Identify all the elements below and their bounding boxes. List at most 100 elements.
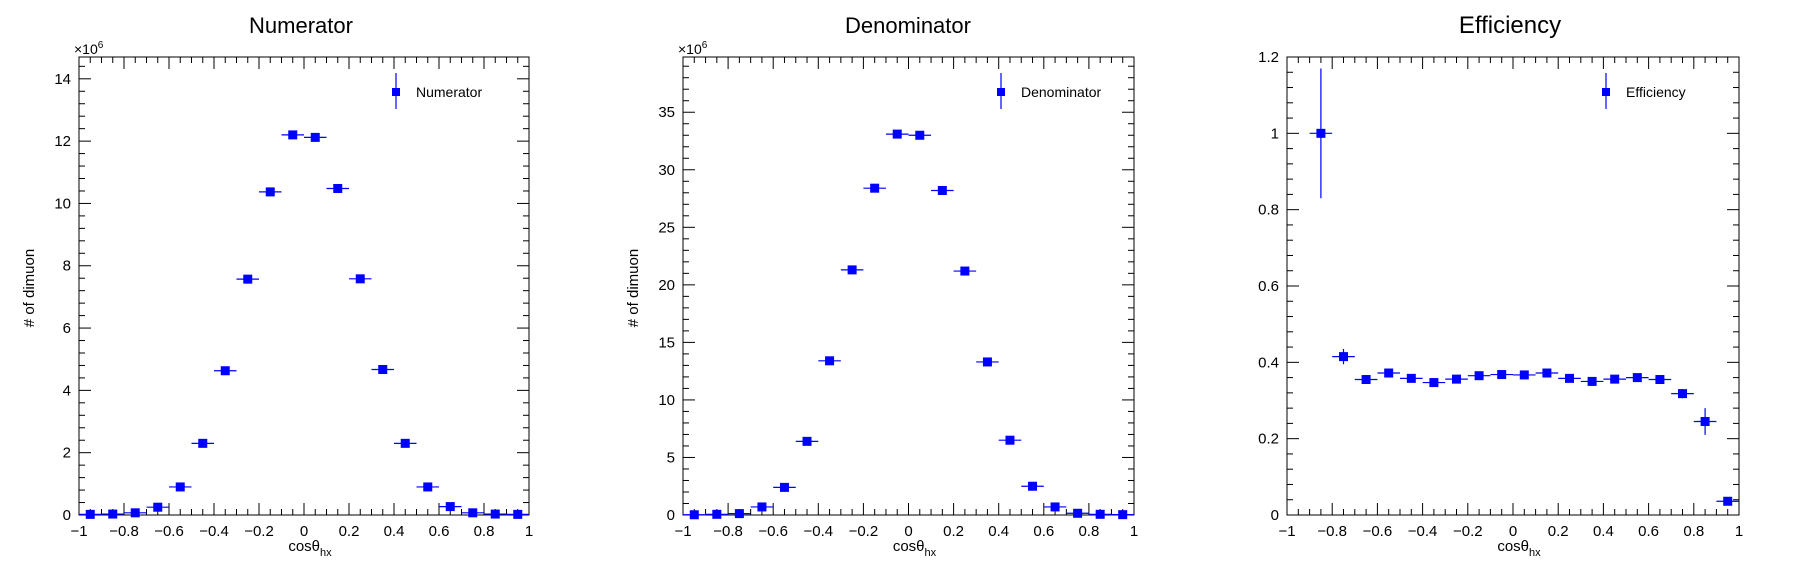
data-point — [1535, 368, 1559, 378]
data-marker — [1384, 368, 1394, 378]
data-point — [1716, 496, 1739, 506]
x-tick-label: 1 — [1735, 523, 1743, 540]
y-tick-label: 4 — [63, 382, 71, 399]
y-tick-label: 10 — [658, 392, 675, 409]
data-point — [818, 356, 841, 366]
data-point — [1422, 378, 1446, 388]
x-tick-label: 0.8 — [474, 523, 495, 540]
x-tick-label: 0.2 — [943, 523, 964, 540]
x-axis-label: cosθhx — [288, 538, 332, 559]
y-tick-label: 5 — [667, 449, 675, 466]
data-marker — [1050, 502, 1060, 512]
data-point — [416, 482, 439, 492]
data-point — [371, 364, 394, 374]
data-point — [1467, 371, 1491, 381]
y-tick-label: 14 — [54, 71, 71, 88]
data-point — [1043, 502, 1067, 512]
x-tick-label: 0 — [300, 523, 308, 540]
data-point — [683, 510, 706, 520]
data-point — [908, 130, 932, 140]
x-tick-label: 1 — [525, 523, 533, 540]
data-marker — [870, 183, 880, 193]
legend-label: Numerator — [416, 84, 482, 100]
data-marker — [1005, 435, 1015, 445]
x-axis-label-subscript: hx — [925, 547, 937, 559]
data-marker — [712, 509, 722, 519]
chart-title: Efficiency — [1459, 12, 1561, 39]
x-axis-label-main: cosθ — [893, 538, 925, 555]
data-marker — [490, 509, 500, 519]
plot-frame — [682, 56, 1135, 516]
data-point — [281, 130, 304, 140]
x-tick-label: 0 — [904, 523, 912, 540]
y-tick-label: 0.8 — [1258, 202, 1279, 219]
y-axis-multiplier-base: ×10 — [74, 41, 98, 57]
legend-label: Denominator — [1021, 84, 1101, 100]
y-tick-label: 10 — [54, 195, 71, 212]
data-marker — [513, 509, 523, 519]
x-tick-label: −0.6 — [758, 523, 788, 540]
y-tick-label: 8 — [63, 258, 71, 275]
legend-marker — [1602, 88, 1610, 96]
x-tick-label: 0 — [1509, 523, 1517, 540]
data-marker — [802, 436, 812, 446]
data-marker — [1316, 128, 1326, 138]
data-marker — [333, 183, 343, 193]
data-marker — [85, 509, 95, 519]
data-point — [1088, 509, 1112, 519]
data-marker — [1429, 378, 1439, 388]
data-point — [101, 509, 124, 519]
x-tick-label: 0.4 — [384, 523, 405, 540]
y-axis-multiplier-exponent: 6 — [98, 40, 104, 51]
data-point — [1648, 375, 1672, 385]
chart-title: Numerator — [249, 13, 353, 38]
data-marker — [1452, 374, 1461, 384]
data-marker — [847, 265, 857, 275]
data-point — [998, 435, 1022, 445]
data-marker — [982, 357, 992, 367]
data-marker — [689, 510, 699, 520]
y-tick-label: 15 — [658, 334, 675, 351]
data-marker — [734, 509, 744, 519]
data-marker — [288, 130, 298, 140]
y-axis-multiplier: ×106 — [74, 40, 104, 57]
data-marker — [960, 266, 970, 276]
data-marker — [1406, 373, 1416, 383]
y-tick-label: 0 — [667, 507, 675, 524]
data-point — [840, 265, 864, 275]
data-point — [326, 183, 349, 193]
data-marker — [400, 438, 410, 448]
x-axis-label-main: cosθ — [1497, 538, 1529, 555]
data-marker — [108, 509, 118, 519]
data-marker — [130, 508, 140, 518]
chart-panel-1: Numerator −1 −0.8 −0.6 −0.4 −0.2 0 0.2 0.4 0.6 0.8… — [21, 13, 533, 559]
data-marker — [1565, 373, 1574, 383]
y-tick-label: 0.4 — [1258, 354, 1279, 371]
y-tick-label: 1 — [1271, 125, 1279, 142]
data-point — [191, 438, 214, 448]
data-point — [259, 187, 282, 197]
data-marker — [1073, 508, 1083, 518]
data-marker — [1519, 370, 1529, 380]
chart-panel-2: Denominator −1 −0.8 −0.6 −0.4 −0.2 0 0.2 0.4 0.6 0… — [625, 13, 1138, 559]
data-marker — [175, 482, 185, 492]
data-point — [773, 482, 796, 492]
data-marker — [468, 508, 478, 518]
data-marker — [892, 129, 902, 139]
x-tick-label: −0.8 — [109, 523, 139, 540]
x-tick-label: 0.4 — [1593, 523, 1614, 540]
y-axis-multiplier: ×106 — [678, 40, 708, 57]
x-tick-label: 0.6 — [1033, 523, 1054, 540]
data-point — [169, 482, 192, 492]
data-marker — [1542, 368, 1552, 378]
data-point — [1558, 373, 1581, 383]
data-marker — [779, 482, 789, 492]
x-tick-label: −1 — [674, 523, 691, 540]
data-point — [1354, 375, 1378, 385]
data-marker — [1028, 481, 1038, 491]
x-tick-label: 0.2 — [339, 523, 360, 540]
data-point — [931, 185, 954, 195]
data-point — [124, 508, 147, 518]
data-marker — [1700, 416, 1710, 426]
